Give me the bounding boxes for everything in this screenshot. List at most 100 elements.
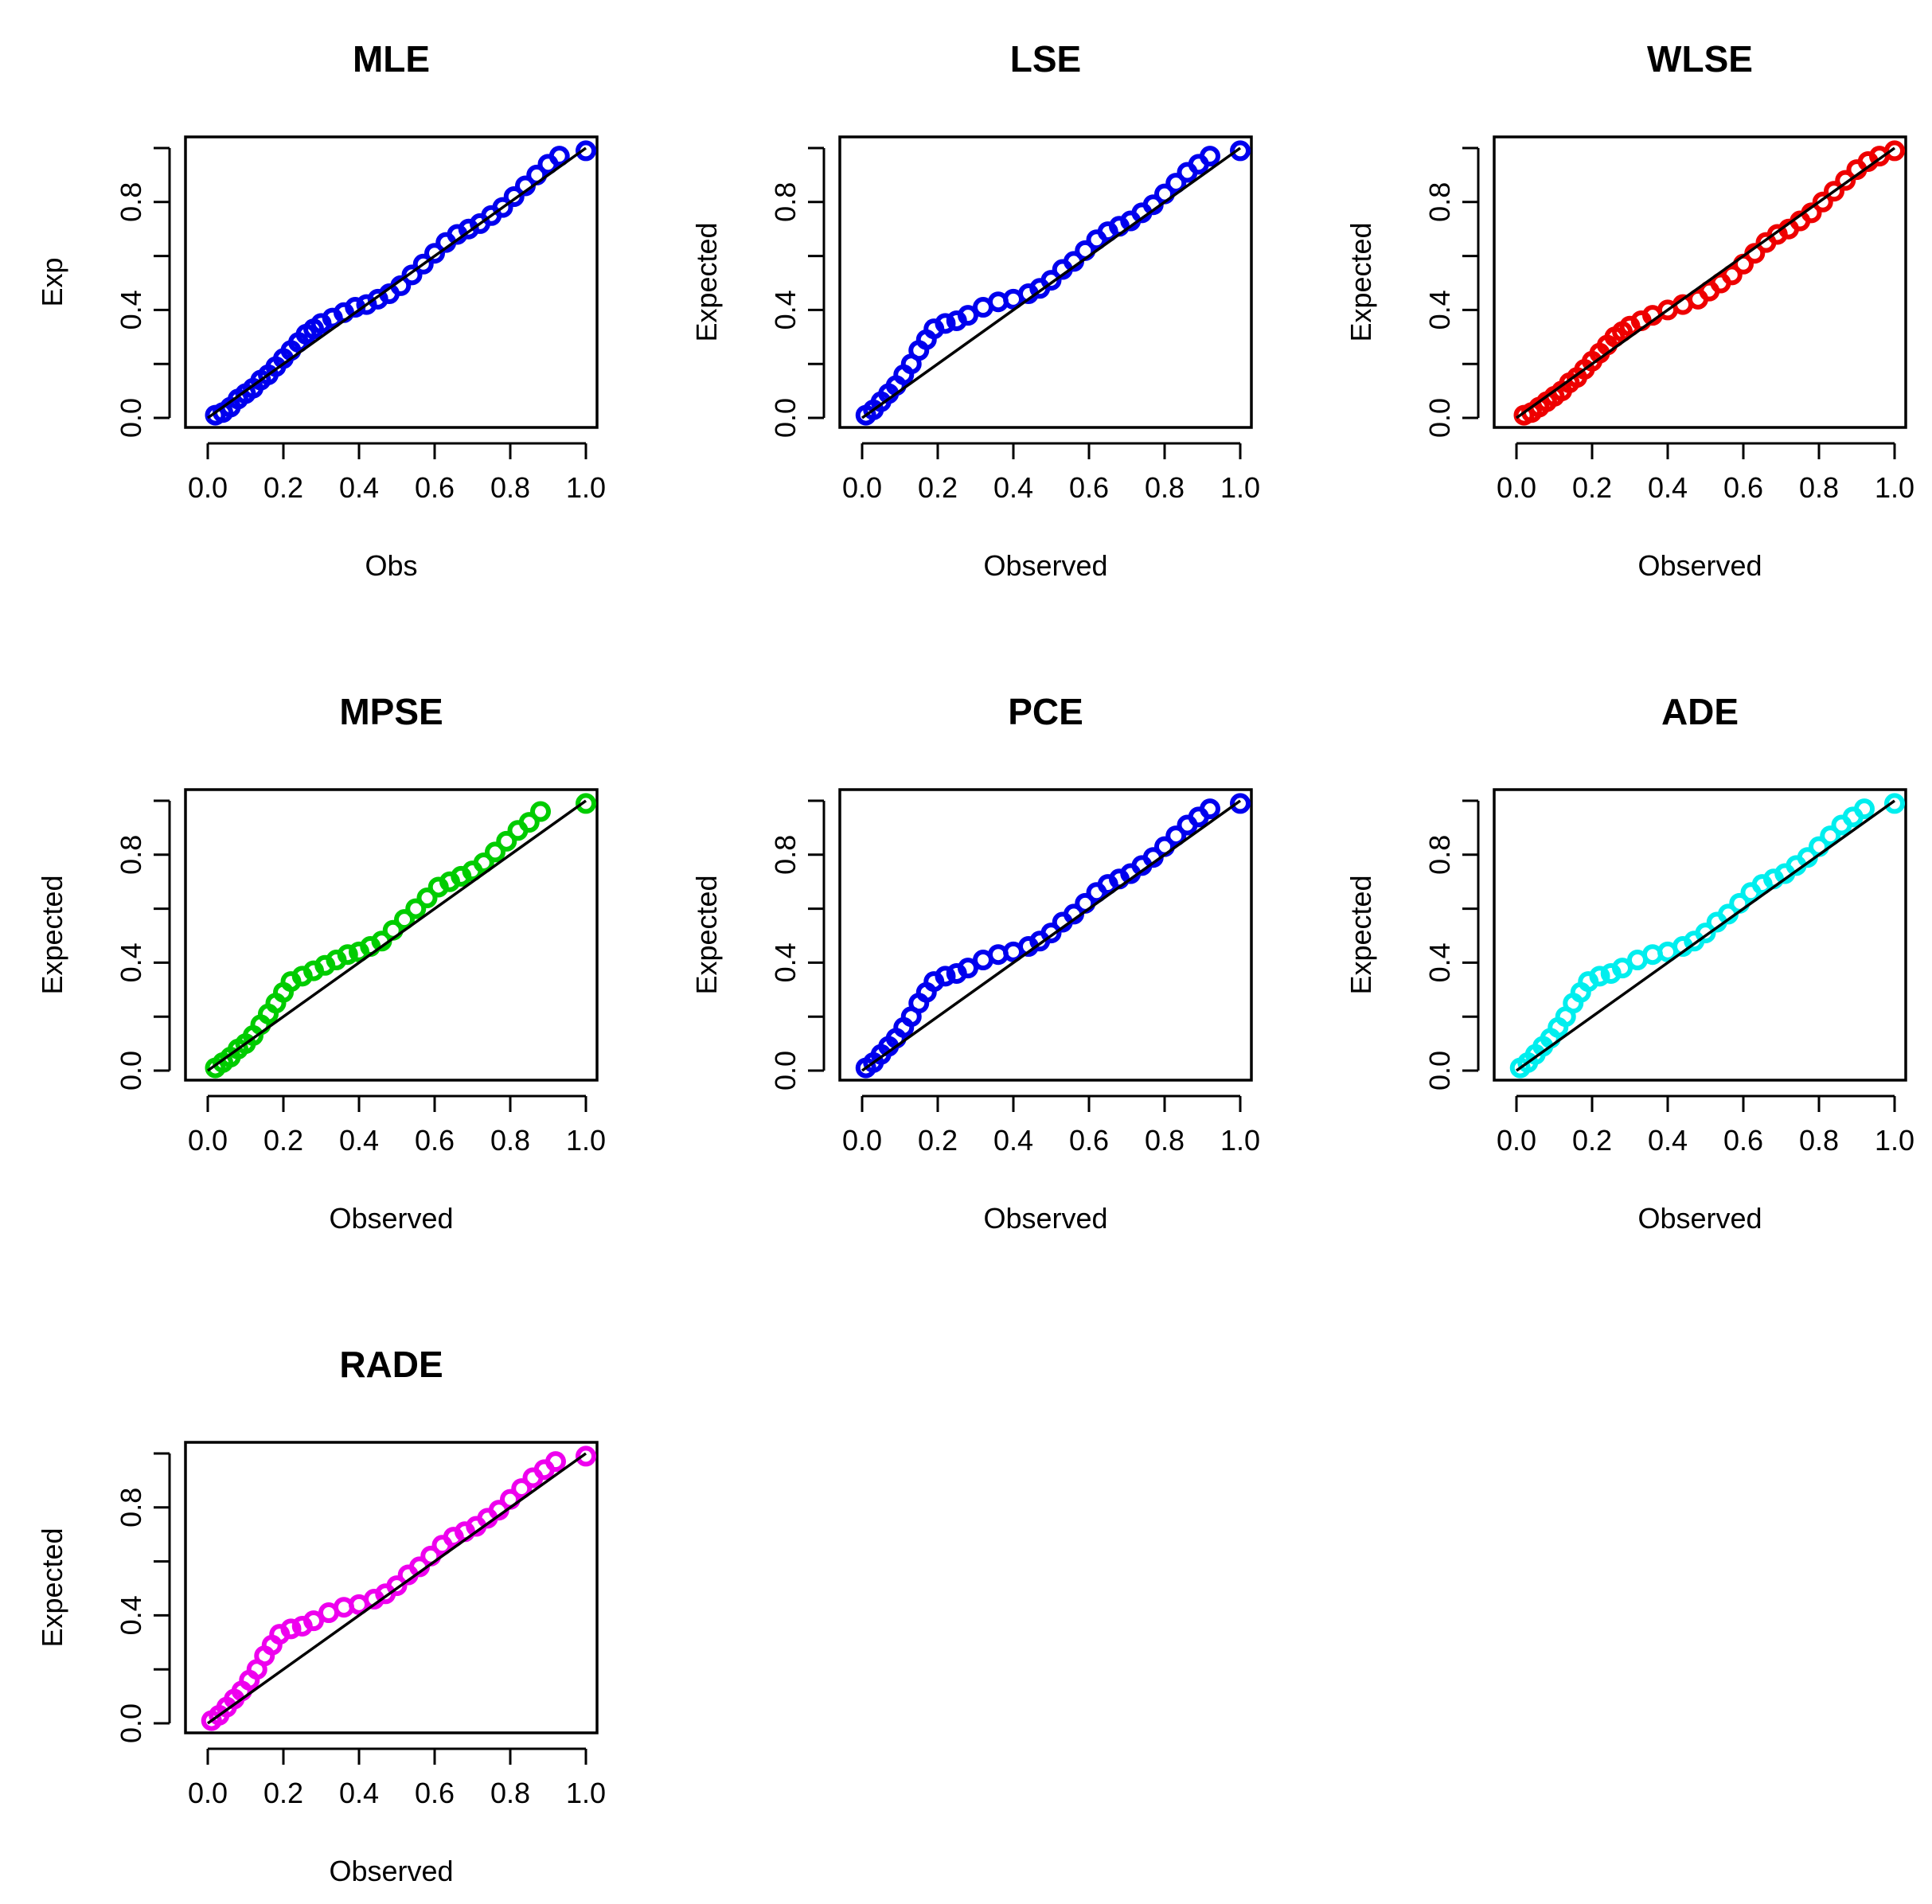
- x-tick-label: 0.8: [490, 1777, 530, 1809]
- data-point: [576, 140, 596, 162]
- x-axis-label: Obs: [365, 549, 417, 582]
- data-point: [576, 793, 596, 814]
- data-point: [958, 305, 978, 326]
- plot-frame: [184, 135, 599, 429]
- x-tick-label: 0.6: [1069, 1124, 1109, 1157]
- x-tick-label: 1.0: [1220, 471, 1260, 504]
- data-point: [1200, 146, 1220, 167]
- panel-title: PCE: [1008, 691, 1083, 732]
- y-tick-label: 0.0: [1423, 1051, 1456, 1091]
- data-point: [1812, 191, 1833, 213]
- panel-rade: RADE 0.0 0.2 0.4 0.6 0.8 1.0 0.0 0.4 0.8 Observed E…: [36, 1344, 606, 1887]
- panel-wlse: WLSE 0.0 0.2 0.4 0.6 0.8 1.0 0.0 0.4 0.8 Observed E…: [1345, 38, 1914, 582]
- panel-title: MLE: [353, 38, 430, 80]
- data-point: [503, 186, 525, 208]
- y-tick-label: 0.4: [1423, 942, 1456, 982]
- y-tick-label: 0.8: [769, 835, 802, 875]
- x-axis-label: Observed: [1637, 1202, 1762, 1235]
- data-point: [1820, 825, 1841, 847]
- data-point: [1230, 793, 1251, 814]
- x-tick-label: 0.6: [1069, 471, 1109, 504]
- x-tick-label: 0.2: [918, 1124, 958, 1157]
- y-tick-label: 0.8: [115, 182, 147, 222]
- data-point: [518, 812, 540, 833]
- data-point: [1040, 270, 1062, 291]
- data-point: [545, 1451, 566, 1473]
- x-tick-label: 0.2: [263, 1777, 303, 1809]
- data-point: [576, 1446, 596, 1467]
- data-point: [416, 888, 438, 909]
- x-tick-label: 0.0: [188, 1777, 228, 1809]
- panel-title: LSE: [1010, 38, 1081, 80]
- x-axis-label: Observed: [983, 1202, 1107, 1235]
- x-tick-label: 0.6: [415, 1124, 455, 1157]
- data-point: [1835, 170, 1856, 191]
- x-tick-label: 0.2: [1572, 471, 1612, 504]
- data-point: [473, 852, 494, 873]
- data-point: [1721, 264, 1743, 286]
- data-point: [496, 830, 517, 852]
- data-point: [935, 313, 956, 334]
- x-tick-label: 0.2: [263, 1124, 303, 1157]
- x-tick-label: 0.2: [263, 471, 303, 504]
- x-tick-label: 0.0: [1497, 471, 1536, 504]
- x-tick-label: 0.4: [339, 1777, 379, 1809]
- x-tick-label: 0.4: [993, 471, 1033, 504]
- x-tick-label: 0.0: [842, 1124, 882, 1157]
- y-tick-label: 0.4: [115, 290, 147, 330]
- panel-ade: ADE 0.0 0.2 0.4 0.6 0.8 1.0 0.0 0.4 0.8 Observed Ex…: [1345, 691, 1914, 1235]
- x-axis-label: Observed: [329, 1855, 453, 1887]
- data-point: [1200, 798, 1220, 820]
- data-point: [1824, 181, 1844, 202]
- x-tick-label: 0.0: [1497, 1124, 1536, 1157]
- plot-frame: [1493, 135, 1907, 429]
- y-axis-label: Exp: [36, 257, 68, 306]
- data-point: [303, 1610, 324, 1632]
- data-point: [1884, 793, 1905, 814]
- plot-frame: [184, 788, 599, 1082]
- y-tick-label: 0.0: [769, 1051, 802, 1091]
- data-point: [280, 1618, 302, 1640]
- data-point: [1165, 173, 1187, 194]
- x-tick-label: 0.0: [842, 471, 882, 504]
- x-tick-label: 0.2: [1572, 1124, 1612, 1157]
- x-tick-label: 0.8: [1145, 1124, 1185, 1157]
- x-tick-label: 0.4: [339, 1124, 379, 1157]
- reference-line: [1515, 799, 1896, 1072]
- y-tick-label: 0.0: [769, 398, 802, 438]
- x-tick-label: 1.0: [1220, 1124, 1260, 1157]
- data-point: [401, 264, 423, 286]
- y-tick-label: 0.4: [1423, 290, 1456, 330]
- y-tick-label: 0.4: [769, 290, 802, 330]
- y-axis-label: Expected: [36, 875, 68, 994]
- data-point: [492, 197, 513, 218]
- data-point: [530, 801, 551, 822]
- reference-line: [861, 799, 1242, 1072]
- reference-line: [861, 146, 1242, 419]
- data-point: [511, 1478, 533, 1500]
- panel-lse: LSE 0.0 0.2 0.4 0.6 0.8 1.0 0.0 0.4 0.8 Observed Ex…: [690, 38, 1260, 582]
- x-tick-label: 0.0: [188, 471, 228, 504]
- reference-line: [206, 799, 587, 1072]
- y-axis-label: Expected: [690, 875, 723, 994]
- x-tick-label: 0.8: [490, 1124, 530, 1157]
- y-tick-label: 0.0: [115, 1703, 147, 1743]
- y-tick-label: 0.8: [1423, 182, 1456, 222]
- data-point: [485, 841, 505, 863]
- panel-mle: MLE 0.0 0.2 0.4 0.6 0.8 1.0 0.0 0.4 0.8 Obs Exp: [36, 38, 606, 582]
- y-tick-label: 0.4: [115, 1595, 147, 1635]
- panel-pce: PCE 0.0 0.2 0.4 0.6 0.8 1.0 0.0 0.4 0.8 Observed Ex…: [690, 691, 1260, 1235]
- y-axis-label: Expected: [36, 1527, 68, 1647]
- plot-frame: [838, 135, 1253, 429]
- x-tick-label: 1.0: [566, 471, 606, 504]
- data-point: [1854, 798, 1875, 820]
- data-point: [1040, 923, 1062, 944]
- reference-line: [206, 146, 587, 419]
- x-tick-label: 0.8: [490, 471, 530, 504]
- x-tick-label: 1.0: [1875, 1124, 1914, 1157]
- y-tick-label: 0.4: [769, 942, 802, 982]
- data-point: [1230, 140, 1251, 162]
- y-tick-label: 0.8: [1423, 835, 1456, 875]
- data-point: [1612, 958, 1633, 979]
- x-tick-label: 1.0: [566, 1124, 606, 1157]
